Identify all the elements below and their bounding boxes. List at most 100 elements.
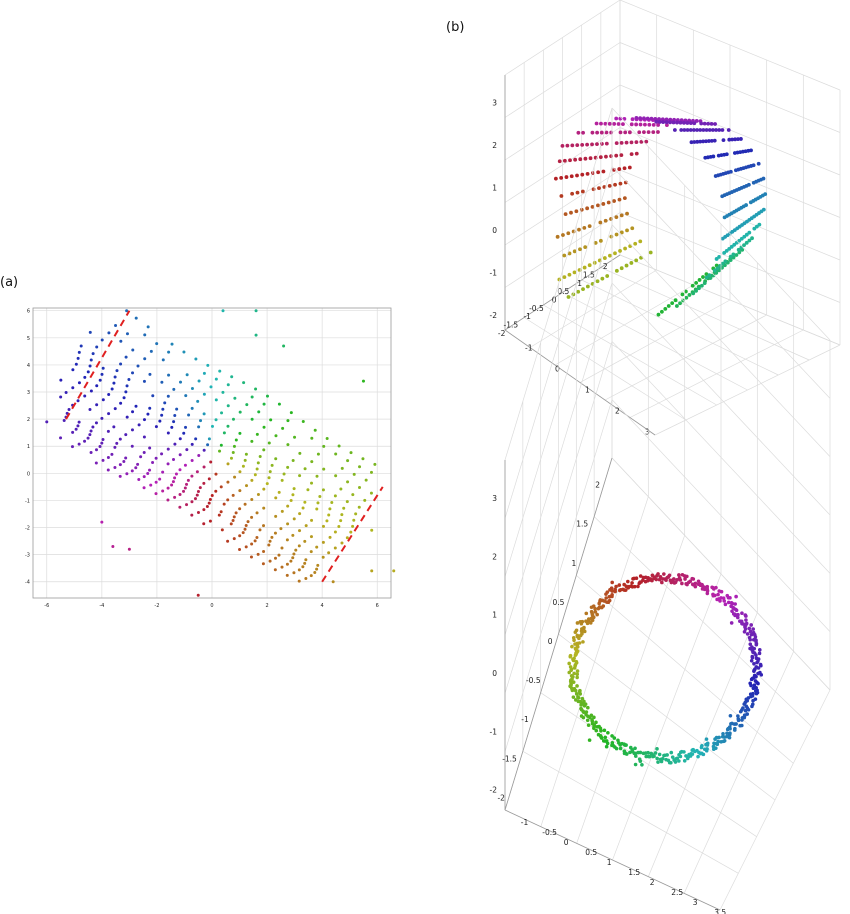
data-point — [170, 483, 174, 487]
x-tick-label: 1.5 — [583, 271, 595, 280]
outlier-point — [282, 344, 286, 348]
data-point-3d — [712, 741, 716, 746]
data-point-3d — [707, 273, 712, 278]
data-point — [292, 552, 296, 556]
panel-b-bottom-3d-scatter: -2-1012321.510.50-0.5-1-1.5-2-1-0.500.51… — [490, 107, 831, 914]
grid-line-3d — [504, 166, 613, 519]
data-point — [293, 435, 297, 439]
data-point — [340, 466, 344, 470]
data-point-3d — [610, 580, 615, 585]
data-point-3d — [569, 210, 573, 215]
data-point-3d — [653, 116, 658, 121]
data-point-3d — [587, 224, 592, 229]
data-point — [194, 437, 198, 441]
data-point — [142, 435, 146, 439]
data-point — [219, 485, 223, 489]
data-point-3d — [726, 600, 731, 605]
y-tick-label: 2.5 — [671, 888, 683, 897]
data-point — [172, 457, 176, 461]
data-point — [127, 377, 131, 381]
data-point-3d — [586, 617, 591, 621]
data-point-3d — [581, 130, 585, 135]
data-point-3d — [748, 629, 753, 634]
data-point — [333, 530, 337, 534]
data-point — [301, 420, 305, 424]
data-point-3d — [604, 744, 609, 749]
data-point-3d — [609, 154, 613, 159]
data-point-3d — [685, 756, 690, 761]
data-point-3d — [602, 256, 607, 260]
data-point-3d — [610, 589, 614, 593]
data-point-3d — [603, 121, 608, 126]
data-point-3d — [723, 602, 728, 607]
data-point — [190, 459, 194, 463]
data-point-3d — [571, 635, 576, 640]
data-point — [106, 468, 110, 472]
data-point-3d — [572, 656, 576, 661]
data-point-3d — [708, 276, 713, 280]
data-point — [154, 492, 158, 496]
y-tick-label: -1 — [525, 344, 533, 353]
data-point-3d — [735, 615, 740, 620]
data-point-3d — [742, 243, 746, 248]
y-tick-label: 3 — [27, 390, 30, 396]
data-point-3d — [733, 602, 737, 606]
data-point — [238, 489, 242, 493]
data-point-3d — [755, 660, 759, 665]
data-point — [268, 559, 272, 563]
data-point-3d — [734, 608, 739, 613]
data-point — [238, 507, 242, 511]
data-point-3d — [640, 763, 644, 767]
data-point — [242, 381, 246, 385]
data-point-3d — [664, 117, 669, 122]
data-point — [76, 356, 80, 360]
data-point-3d — [599, 121, 603, 126]
data-point-3d — [670, 301, 675, 306]
data-point-3d — [714, 128, 718, 132]
data-point — [250, 497, 254, 501]
data-point — [137, 423, 141, 427]
data-point — [122, 396, 126, 400]
data-point-3d — [607, 598, 612, 603]
data-point — [289, 411, 293, 415]
data-point — [112, 381, 116, 385]
data-point-3d — [749, 632, 754, 637]
x-tick-label: 0 — [548, 637, 553, 646]
data-point-3d — [727, 137, 732, 142]
data-point-3d — [696, 754, 700, 759]
data-point — [255, 467, 259, 471]
y-tick-label: 0.5 — [585, 848, 597, 857]
data-point-3d — [702, 121, 707, 126]
data-point — [101, 366, 105, 370]
data-point — [172, 387, 176, 391]
data-point-3d — [704, 737, 709, 741]
data-point-3d — [604, 154, 608, 159]
data-point — [340, 541, 344, 545]
data-point — [137, 478, 141, 482]
data-point-3d — [594, 728, 599, 733]
data-point — [115, 441, 119, 445]
data-point — [130, 469, 134, 473]
y-tick-label: 1 — [585, 386, 590, 395]
data-point — [218, 449, 222, 453]
data-point-3d — [749, 677, 754, 682]
data-point — [226, 480, 230, 484]
data-point — [205, 505, 209, 509]
data-point — [298, 529, 302, 533]
data-point-3d — [607, 183, 612, 188]
data-point-3d — [591, 187, 596, 192]
data-point — [273, 556, 277, 560]
data-point-3d — [720, 128, 725, 132]
data-point — [309, 574, 313, 578]
data-point-3d — [634, 258, 639, 263]
data-point — [88, 433, 92, 437]
data-point — [71, 368, 75, 372]
data-point-3d — [738, 723, 742, 728]
data-point-3d — [694, 280, 699, 285]
data-point — [309, 550, 313, 554]
data-point-3d — [756, 161, 761, 166]
data-point-3d — [692, 121, 697, 126]
data-point — [119, 401, 123, 405]
data-point-3d — [721, 138, 726, 142]
data-point-3d — [754, 691, 759, 696]
